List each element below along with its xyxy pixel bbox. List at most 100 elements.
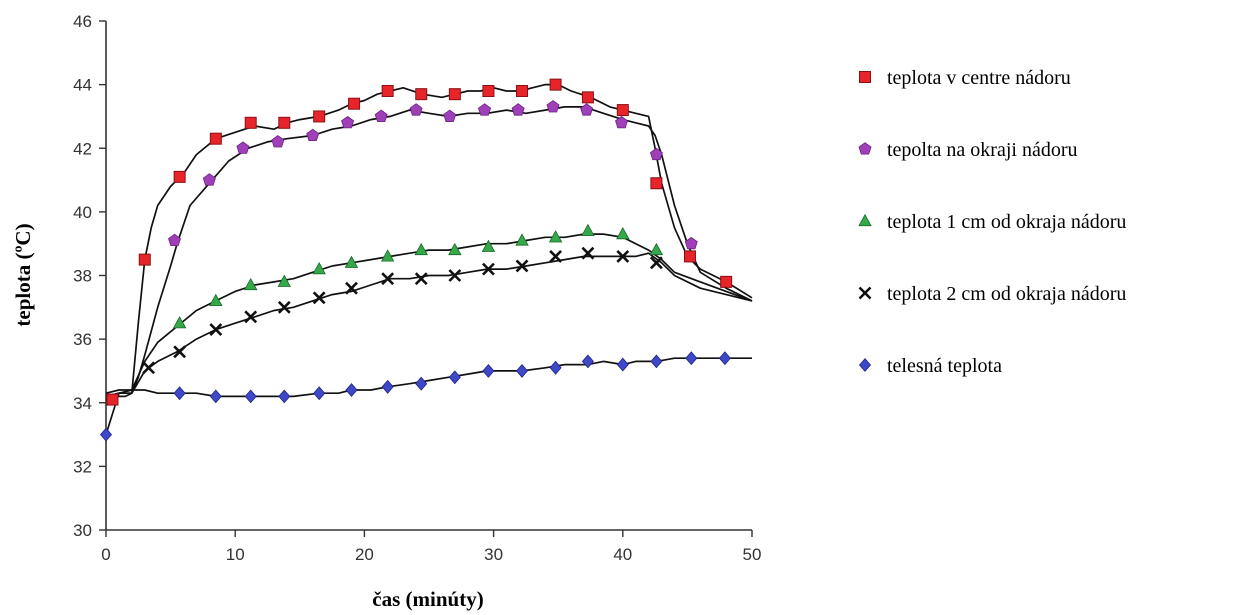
legend-marker-triangle — [858, 213, 872, 227]
legend-marker-pentagon — [858, 142, 872, 155]
data-point-triangle — [380, 249, 395, 262]
data-point-triangle — [548, 230, 563, 243]
y-tick-label: 30 — [73, 521, 92, 540]
y-tick-label: 38 — [73, 267, 92, 286]
data-point-diamond — [381, 379, 394, 394]
data-point-square — [683, 250, 696, 263]
data-point-triangle — [312, 261, 326, 275]
data-point-diamond — [173, 386, 186, 401]
series-line — [105, 357, 752, 435]
data-point-pentagon — [649, 147, 663, 161]
data-point-x — [345, 281, 358, 295]
data-point-triangle — [481, 239, 496, 252]
data-point-diamond — [616, 357, 629, 372]
legend-label: teplota 2 cm od okraja nádoru — [887, 283, 1126, 305]
legend-marker-x — [858, 286, 872, 300]
data-point-x — [312, 291, 326, 305]
data-point-triangle — [344, 255, 359, 268]
data-point-diamond — [209, 389, 222, 404]
y-tick-label: 36 — [73, 330, 92, 349]
data-point-diamond — [718, 351, 731, 366]
data-point-x — [482, 262, 495, 276]
data-point-triangle — [515, 233, 529, 246]
data-point-x — [381, 272, 395, 286]
data-point-square — [313, 110, 326, 123]
x-tick-label: 40 — [613, 545, 632, 564]
data-point-diamond — [685, 351, 698, 366]
data-point-triangle — [448, 242, 462, 256]
series-markers — [99, 78, 733, 442]
y-tick-label: 40 — [73, 203, 92, 222]
ticks: 30 32 34 36 38 40 42 44 46 0 10 20 30 40 50 — [73, 12, 761, 564]
data-point-square — [244, 116, 257, 129]
data-point-diamond — [515, 363, 529, 378]
data-point-x — [244, 310, 258, 324]
data-point-square — [173, 170, 186, 183]
legend: teplota v centre nádoru tepolta na okraji… — [858, 67, 1126, 377]
series-line — [105, 252, 753, 398]
data-point-pentagon — [580, 103, 594, 116]
data-point-diamond — [313, 386, 326, 401]
data-point-x — [414, 272, 428, 286]
y-axis-title: teplota (ºC) — [11, 223, 35, 326]
x-axis-title: čas (minúty) — [372, 587, 483, 611]
data-point-pentagon — [615, 116, 628, 129]
data-point-square — [720, 275, 733, 288]
data-point-triangle — [172, 316, 187, 329]
data-point-square — [348, 97, 361, 110]
data-point-square — [448, 88, 461, 101]
data-point-x — [549, 249, 563, 263]
data-point-diamond — [650, 354, 663, 369]
data-point-triangle — [616, 226, 630, 240]
legend-label: teplota 1 cm od okraja nádoru — [887, 211, 1126, 233]
data-point-square — [516, 84, 529, 97]
data-point-x — [142, 361, 156, 375]
data-point-x — [448, 269, 462, 282]
y-tick-label: 44 — [73, 76, 92, 95]
data-point-diamond — [244, 389, 257, 404]
data-point-diamond — [448, 370, 461, 385]
data-point-x — [649, 256, 663, 270]
data-point-diamond — [581, 354, 594, 369]
x-tick-label: 50 — [743, 545, 762, 564]
data-point-x — [209, 323, 223, 337]
legend-label: telesná teplota — [887, 355, 1002, 377]
y-tick-label: 34 — [73, 394, 92, 413]
data-point-square — [381, 84, 394, 97]
data-point-pentagon — [341, 116, 355, 129]
data-point-diamond — [99, 427, 113, 442]
data-point-pentagon — [168, 233, 181, 247]
data-point-square — [415, 88, 428, 101]
data-point-triangle — [209, 293, 223, 307]
data-point-triangle — [649, 242, 664, 256]
data-point-pentagon — [443, 109, 457, 122]
series-curves — [105, 83, 753, 435]
y-tick-label: 42 — [73, 139, 92, 158]
data-point-pentagon — [409, 103, 423, 116]
data-point-x — [277, 300, 291, 314]
data-point-diamond — [415, 376, 428, 391]
series-line — [105, 83, 753, 401]
data-point-pentagon — [511, 103, 525, 116]
data-point-diamond — [345, 383, 358, 398]
data-point-square — [616, 104, 629, 117]
data-point-x — [581, 246, 595, 260]
legend-label: teplota v centre nádoru — [887, 67, 1071, 89]
data-point-x — [515, 259, 529, 273]
x-tick-label: 0 — [101, 545, 110, 564]
data-point-square — [106, 393, 119, 406]
data-point-diamond — [482, 363, 495, 378]
data-point-x — [616, 249, 630, 263]
data-point-square — [581, 91, 594, 104]
data-point-triangle — [414, 242, 428, 256]
legend-marker-square — [859, 71, 871, 83]
legend-marker-diamond — [858, 358, 872, 372]
y-tick-label: 46 — [73, 12, 92, 31]
data-point-triangle — [277, 274, 291, 287]
data-point-pentagon — [236, 141, 250, 154]
data-point-triangle — [244, 277, 258, 291]
x-tick-label: 30 — [484, 545, 503, 564]
data-point-square — [650, 177, 663, 190]
data-point-pentagon — [271, 135, 285, 148]
